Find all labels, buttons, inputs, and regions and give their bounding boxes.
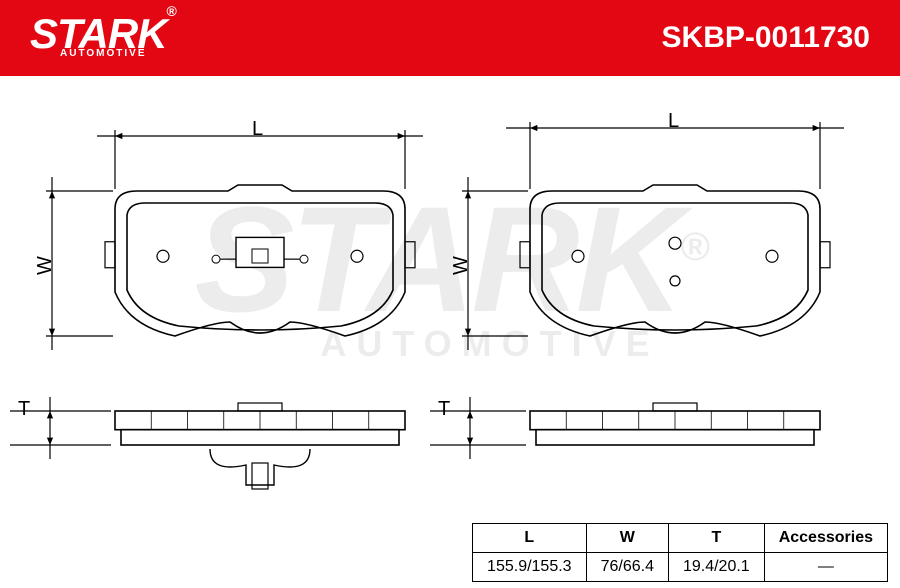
dim-label-t-left: T	[18, 398, 30, 421]
dim-label-t-right: T	[438, 398, 450, 421]
th-l: L	[473, 524, 587, 553]
technical-drawing	[0, 76, 900, 506]
th-acc: Accessories	[764, 524, 887, 553]
th-w: W	[586, 524, 668, 553]
logo-reg: ®	[167, 3, 176, 19]
drawing-canvas: STARK® AUTOMOTIVE L L W W T T	[0, 76, 900, 506]
logo-main: STARK®	[30, 17, 176, 51]
td-l: 155.9/155.3	[473, 553, 587, 582]
spec-table: L W T Accessories 155.9/155.3 76/66.4 19…	[472, 523, 888, 582]
table-header-row: L W T Accessories	[473, 524, 888, 553]
dim-label-l-left: L	[252, 118, 263, 141]
header-bar: STARK® AUTOMOTIVE SKBP-0011730	[0, 0, 900, 76]
td-w: 76/66.4	[586, 553, 668, 582]
dim-label-w-right: W	[450, 256, 473, 275]
part-number: SKBP-0011730	[662, 21, 870, 55]
logo: STARK® AUTOMOTIVE	[30, 17, 176, 60]
td-t: 19.4/20.1	[668, 553, 764, 582]
td-acc: —	[764, 553, 887, 582]
table-data-row: 155.9/155.3 76/66.4 19.4/20.1 —	[473, 553, 888, 582]
th-t: T	[668, 524, 764, 553]
dim-label-l-right: L	[668, 110, 679, 133]
dim-label-w-left: W	[34, 256, 57, 275]
logo-sub: AUTOMOTIVE	[60, 48, 176, 59]
